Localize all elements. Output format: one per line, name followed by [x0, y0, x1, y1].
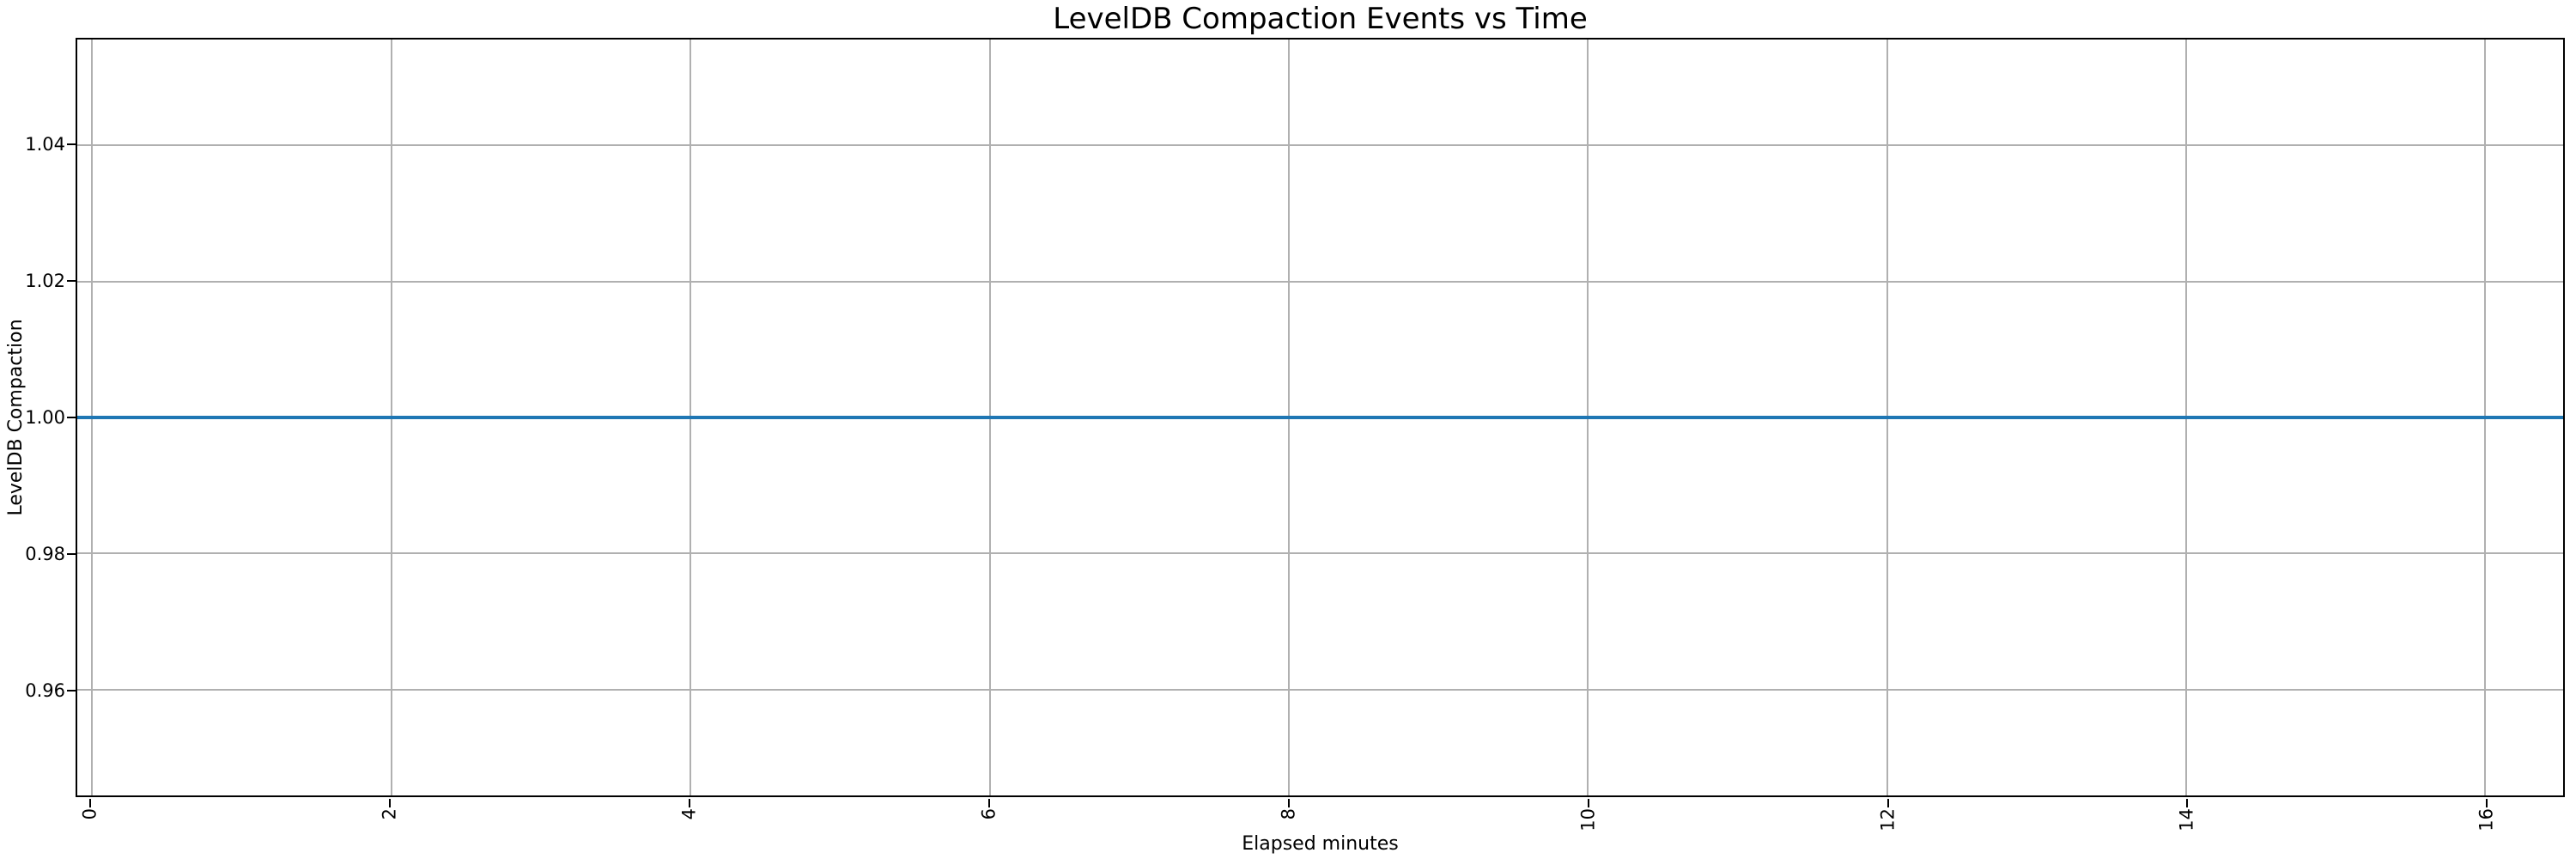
y-gridline	[77, 280, 2563, 283]
x-axis-label-text: Elapsed minutes	[1242, 833, 1399, 855]
y-gridline	[77, 144, 2563, 147]
y-gridline	[77, 688, 2563, 691]
x-tick-mark	[1287, 799, 1290, 807]
x-tick-mark	[988, 799, 990, 807]
x-tick-mark	[89, 799, 92, 807]
x-axis-label: Elapsed minutes	[76, 835, 2565, 854]
x-tick-label-text: 4	[678, 808, 700, 820]
y-tick-label: 1.02	[25, 271, 65, 291]
x-tick-label-text: 6	[978, 808, 999, 820]
x-tick-label-text: 14	[2176, 808, 2197, 832]
x-tick-label-text: 16	[2476, 808, 2497, 832]
x-tick-label-text: 8	[1278, 808, 1299, 820]
x-tick-mark	[1587, 799, 1589, 807]
x-tick-label-text: 2	[379, 808, 400, 820]
y-tick-mark	[67, 689, 76, 691]
y-tick-label: 1.04	[25, 134, 65, 155]
x-tick-label-text: 0	[79, 808, 100, 820]
y-tick-mark	[67, 417, 76, 418]
y-tick-mark	[67, 143, 76, 145]
y-tick-label: 0.96	[25, 679, 65, 701]
series-line	[77, 416, 2563, 419]
x-tick-mark	[689, 799, 691, 807]
x-tick-label-text: 10	[1577, 808, 1599, 832]
y-tick-mark	[67, 552, 76, 555]
y-tick-label: 1.00	[25, 407, 65, 428]
plot-area	[76, 38, 2565, 797]
x-tick-mark	[389, 799, 392, 807]
chart-title: LevelDB Compaction Events vs Time	[1053, 2, 1588, 36]
x-tick-mark	[1886, 799, 1889, 807]
y-tick-label: 0.98	[25, 543, 65, 564]
x-tick-label-text: 12	[1877, 808, 1899, 832]
y-tick-mark	[67, 280, 76, 282]
y-gridline	[77, 552, 2563, 555]
x-tick-mark	[2486, 799, 2488, 807]
x-tick-mark	[2186, 799, 2189, 807]
